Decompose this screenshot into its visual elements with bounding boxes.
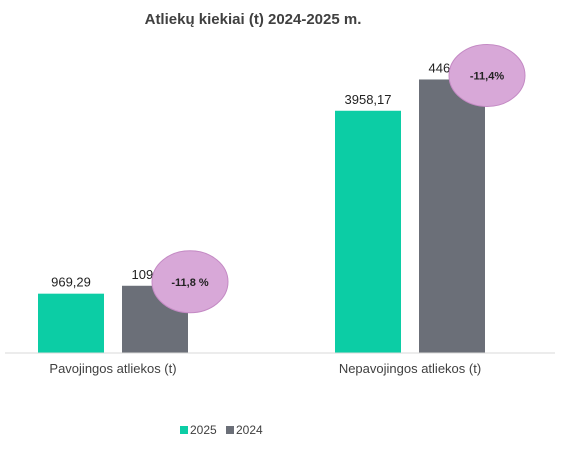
legend-swatch-2025: [180, 426, 188, 434]
change-label-2: -11,4%: [470, 70, 504, 82]
bar-2025-1: [38, 293, 104, 353]
change-bubble-2: [448, 43, 526, 107]
data-label-2025-1: 969,29: [51, 275, 91, 290]
legend: 2025 2024: [180, 423, 263, 437]
plot-area: 969,291098,54-11,8 %Pavojingos atliekos …: [38, 43, 526, 376]
x-tick-label-1: Pavojingos atliekos (t): [49, 361, 176, 376]
data-label-2025-2: 3958,17: [345, 92, 392, 107]
x-tick-label-2: Nepavojingos atliekos (t): [339, 361, 481, 376]
bar-2025-2: [335, 110, 401, 353]
legend-swatch-2024: [226, 426, 234, 434]
legend-label-2024: 2024: [236, 423, 263, 437]
change-bubble-1: [151, 250, 229, 314]
bar-2024-2: [419, 79, 485, 354]
chart-title: Atliekų kiekiai (t) 2024-2025 m.: [145, 11, 362, 28]
change-label-1: -11,8 %: [171, 277, 209, 289]
legend-label-2025: 2025: [190, 423, 217, 437]
